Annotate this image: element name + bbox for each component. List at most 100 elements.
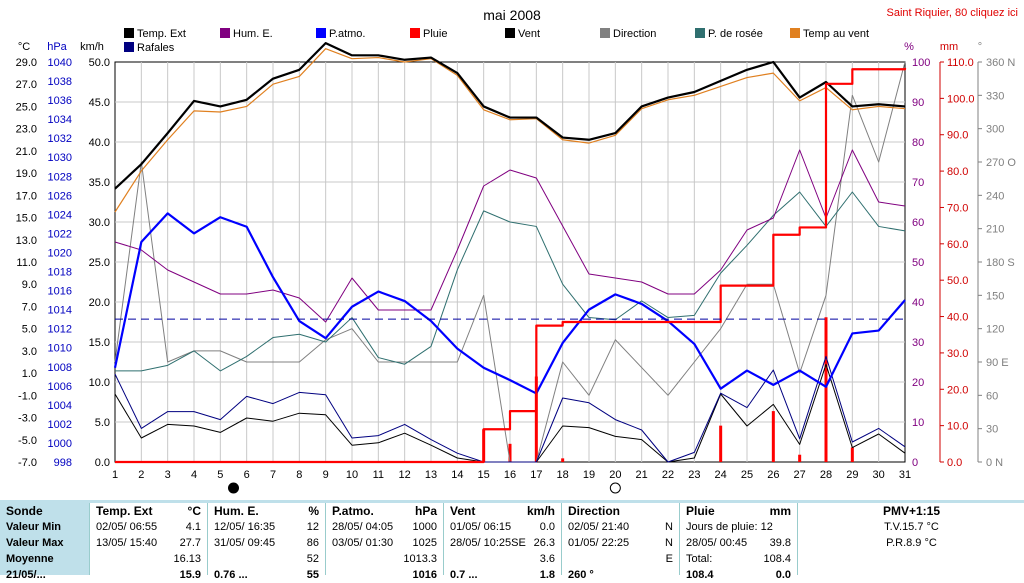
direction-column: Direction 02/05/ 21:40 N 01/05/ 22:25 N E … [561, 503, 679, 581]
rain-tick-label: 50.0 [947, 275, 968, 287]
temp-tick-label: 23.0 [16, 124, 37, 136]
wind-tick-label: 25.0 [89, 257, 110, 269]
legend-label: Temp. Ext [137, 28, 186, 40]
hum-avg: 52 [306, 553, 319, 565]
rain-tick-label: 20.0 [947, 384, 968, 396]
humidity-tick-label: 80 [912, 137, 924, 149]
x-tick-label: 21 [636, 469, 648, 481]
temp-unit-label: °C [18, 41, 30, 53]
series-line-pluie [115, 67, 907, 464]
temp-tick-label: 29.0 [16, 57, 37, 69]
legend-label: Vent [518, 28, 540, 40]
rain-days: Jours de pluie: 12 [686, 521, 773, 533]
press-min: 1000 [412, 521, 437, 533]
humidity-tick-label: 30 [912, 337, 924, 349]
axes: 1 2 3 4 5 6 7 8 9 10 11 12 13 14 15 16 17 18 19 20 21 22 23 24 2… [16, 57, 1017, 481]
rain-column: Pluie mm Jours de pluie: 12 28/05/ 00:45 3… [679, 503, 797, 581]
hum-unit: % [308, 504, 319, 518]
direction-tick-label: 90 E [986, 357, 1009, 369]
x-tick-label: 26 [767, 469, 779, 481]
x-tick-label: 17 [530, 469, 542, 481]
press-max: 1025 [412, 537, 437, 549]
weather-chart: mai 2008 Saint Riquier, 80 cliquez ici T… [16, 7, 1018, 494]
hum-max-date: 31/05/ 09:45 [214, 537, 276, 549]
x-tick-label: 24 [715, 469, 727, 481]
x-tick-label: 22 [662, 469, 674, 481]
pressure-column: P.atmo. hPa 28/05/ 04:05 1000 03/05/ 01:30… [325, 503, 443, 581]
location-link[interactable]: Saint Riquier, 80 cliquez ici [887, 7, 1018, 19]
wind-unit: km/h [526, 504, 555, 518]
wind-avg: 3.6 [539, 553, 555, 565]
pressure-tick-label: 1010 [48, 343, 72, 355]
direction-tick-label: 210 [986, 224, 1004, 236]
legend-label: Pluie [423, 28, 447, 40]
pressure-tick-label: 998 [54, 457, 72, 469]
row-label-max: Valeur Max [6, 537, 64, 549]
temp-tick-label: 13.0 [16, 235, 37, 247]
pressure-tick-label: 1000 [48, 438, 72, 450]
temp-max-date: 13/05/ 15:40 [96, 537, 158, 549]
x-tick-label: 5 [217, 469, 223, 481]
temp-tick-label: -5.0 [18, 435, 37, 447]
x-tick-label: 19 [583, 469, 595, 481]
pressure-tick-label: 1036 [48, 95, 72, 107]
pmv-pr: P.R.8.9 °C [886, 537, 937, 549]
x-tick-label: 29 [846, 469, 858, 481]
x-tick-label: 28 [820, 469, 832, 481]
statistics-table: Sonde Valeur Min Valeur Max Moyenne 21/0… [0, 500, 1024, 581]
temp-tick-label: -1.0 [18, 390, 37, 402]
pressure-tick-label: 1018 [48, 267, 72, 279]
legend-swatch [124, 28, 134, 38]
wind-tick-label: 40.0 [89, 137, 110, 149]
humidity-column: Hum. E.% 12/05/ 16:35 12 31/05/ 09:45 86 5… [207, 503, 325, 581]
wind-current-date: 0.7 ... [450, 569, 478, 581]
temp-tick-label: -3.0 [18, 413, 37, 425]
direction-tick-label: 330 [986, 90, 1004, 102]
dir-min-date: 02/05/ 21:40 [568, 521, 630, 533]
pressure-tick-label: 1026 [48, 190, 72, 202]
direction-tick-label: 270 O [986, 157, 1016, 169]
chart-title: mai 2008 [483, 7, 541, 23]
wind-tick-label: 50.0 [89, 57, 110, 69]
wind-unit-label: km/h [80, 41, 104, 53]
pmv-title: PMV+1:15 [882, 504, 941, 518]
hum-min: 12 [306, 521, 319, 533]
rain-unit: mm [769, 504, 791, 518]
x-tick-label: 23 [688, 469, 700, 481]
temp-tick-label: 15.0 [16, 213, 37, 225]
legend: Temp. Ext Hum. E. P.atmo. Pluie Vent Directio… [124, 28, 869, 54]
direction-tick-label: 150 [986, 290, 1004, 302]
temp-min-date: 02/05/ 06:55 [96, 521, 158, 533]
rain-tick-label: 100.0 [947, 93, 975, 105]
wind-max: 26.3 [533, 537, 555, 549]
rain-tick-label: 10.0 [947, 421, 968, 433]
pressure-tick-label: 1034 [48, 114, 72, 126]
hum-min-date: 12/05/ 16:35 [214, 521, 276, 533]
wind-tick-label: 10.0 [89, 377, 110, 389]
pressure-tick-label: 1028 [48, 171, 72, 183]
rain-current: 0.0 [775, 569, 791, 581]
pmv-tv: T.V.15.7 °C [884, 521, 939, 533]
x-tick-label: 1 [112, 469, 118, 481]
legend-swatch [316, 28, 326, 38]
x-tick-label: 3 [165, 469, 171, 481]
temp-avg: 16.13 [173, 553, 201, 565]
wind-max-date: 28/05/ 10:25SE [450, 537, 526, 549]
pressure-tick-label: 1038 [48, 76, 72, 88]
axis-unit-labels: °C hPa km/h% mm ° [18, 41, 982, 53]
rain-tick-label: 110.0 [947, 57, 974, 69]
row-label-current: 21/05/... [6, 569, 46, 581]
rain-total: 108.4 [763, 553, 791, 565]
pressure-tick-label: 1032 [48, 133, 72, 145]
temp-tick-label: 19.0 [16, 168, 37, 180]
series-line-rafales [114, 355, 906, 463]
wind-tick-label: 0.0 [95, 457, 110, 469]
direction-tick-label: 60 [986, 390, 998, 402]
pressure-tick-label: 1030 [48, 152, 72, 164]
temp-tick-label: 25.0 [16, 101, 37, 113]
temp-tick-label: 21.0 [16, 146, 37, 158]
humidity-tick-label: 0 [912, 457, 918, 469]
rain-current-date: 108.4 [686, 569, 714, 581]
pmv-column: PMV+1:15 T.V.15.7 °C P.R.8.9 °C [797, 503, 1024, 575]
humidity-tick-label: 60 [912, 217, 924, 229]
